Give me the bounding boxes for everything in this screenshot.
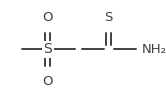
- Text: O: O: [42, 75, 53, 88]
- Text: NH₂: NH₂: [141, 43, 166, 56]
- Text: O: O: [42, 11, 53, 24]
- Text: S: S: [43, 42, 52, 56]
- Text: S: S: [105, 11, 113, 24]
